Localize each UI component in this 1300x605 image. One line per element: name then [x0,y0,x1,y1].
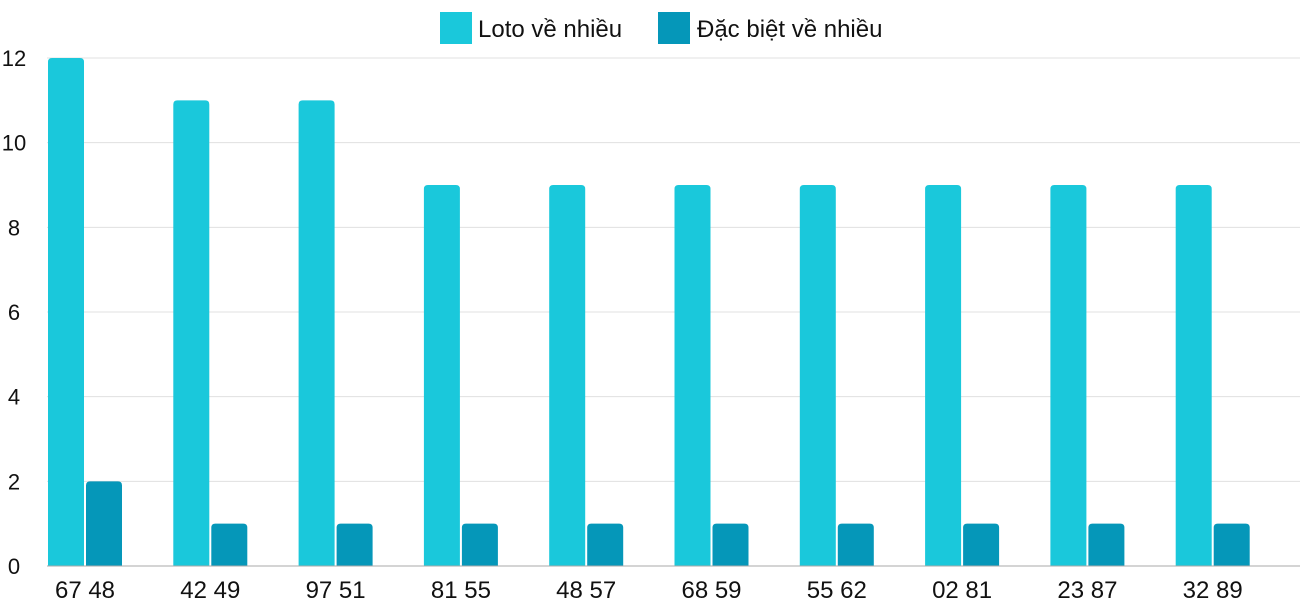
bar-dac-biet [86,481,122,566]
x-tick-label: 48 57 [556,577,616,600]
x-tick-label: 02 81 [932,577,992,600]
bar-dac-biet [1213,523,1250,566]
gridlines [47,57,1300,482]
x-axis-ticks: 67 48 42 49 97 51 81 55 48 57 68 59 55 62 02 81… [55,577,1243,604]
x-tick-label: 42 49 [180,577,240,600]
y-tick-label: 12 [2,46,26,71]
legend-label: Đặc biệt về nhiều [697,16,882,43]
bar-dac-biet [211,523,248,566]
y-tick-label: 8 [8,215,20,240]
bar-dac-biet [837,523,874,566]
legend-swatch [658,12,690,44]
bar-loto [423,185,460,566]
bar-dac-biet [963,523,1000,566]
x-tick-label: 55 62 [807,577,867,600]
bar-loto [799,185,836,566]
x-tick-label: 67 48 [55,577,115,600]
bar-loto [1175,185,1212,566]
y-tick-label: 4 [8,385,20,410]
x-tick-label: 32 89 [1183,577,1243,600]
bar-dac-biet [712,523,749,566]
bar-loto [298,100,335,566]
x-tick-label: 81 55 [431,577,491,600]
x-tick-label: 68 59 [681,577,741,600]
y-tick-label: 6 [8,300,20,325]
bar-dac-biet [1088,523,1125,566]
bar-loto [925,185,962,566]
bar-loto [173,100,210,566]
bar-loto [549,185,586,566]
legend-label: Loto về nhiều [478,16,622,43]
bars [48,58,1250,566]
bar-dac-biet [587,523,624,566]
bar-dac-biet [336,523,373,566]
legend: Loto về nhiều Đặc biệt về nhiều [440,12,882,44]
legend-swatch [440,12,472,44]
bar-loto [1050,185,1087,566]
x-tick-label: 23 87 [1057,577,1117,600]
y-tick-label: 0 [8,554,20,579]
x-tick-label: 97 51 [306,577,366,600]
bar-dac-biet [461,523,498,566]
y-tick-label: 2 [8,469,20,494]
bar-loto [48,58,84,566]
bar-loto [674,185,711,566]
y-axis-ticks: 0 2 4 6 8 10 12 [2,46,26,579]
y-tick-label: 10 [2,131,26,156]
